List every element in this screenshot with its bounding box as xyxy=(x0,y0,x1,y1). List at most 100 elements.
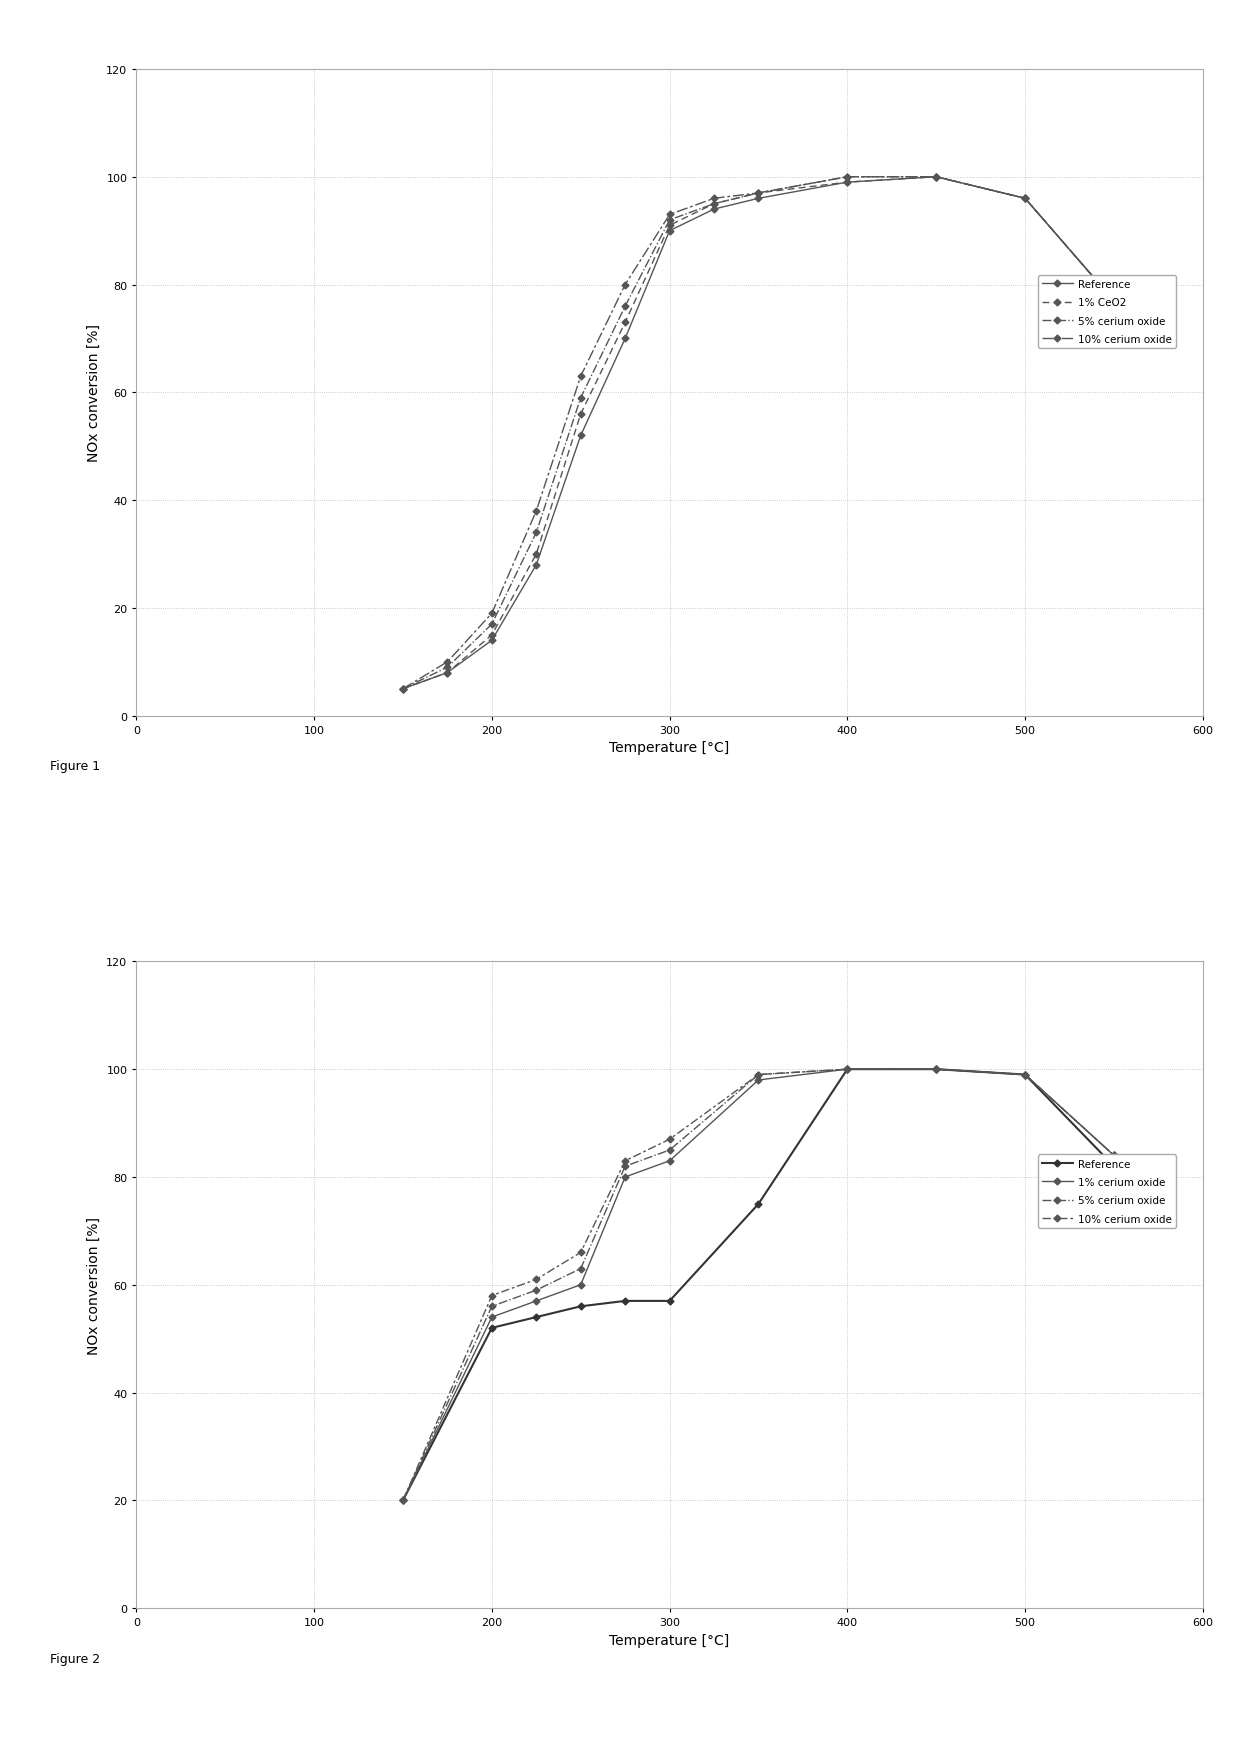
5% cerium oxide xyxy=(573,1259,588,1280)
Reference xyxy=(929,168,944,189)
1% cerium oxide xyxy=(662,1150,677,1171)
Reference xyxy=(528,554,543,575)
Reference xyxy=(618,329,632,350)
10% cerium oxide xyxy=(573,367,588,388)
Reference xyxy=(751,1194,766,1215)
5% cerium oxide xyxy=(573,388,588,409)
5% cerium oxide xyxy=(618,1155,632,1176)
Line: 10% cerium oxide: 10% cerium oxide xyxy=(401,1066,1116,1503)
5% cerium oxide xyxy=(1018,1065,1033,1086)
1% CeO2 xyxy=(396,678,410,699)
5% cerium oxide xyxy=(707,194,722,215)
10% cerium oxide xyxy=(396,678,410,699)
10% cerium oxide xyxy=(1106,290,1121,311)
10% cerium oxide xyxy=(839,168,854,189)
1% CeO2 xyxy=(1106,290,1121,311)
1% CeO2 xyxy=(573,404,588,425)
X-axis label: Temperature [°C]: Temperature [°C] xyxy=(610,741,729,755)
10% cerium oxide xyxy=(1018,1065,1033,1086)
10% cerium oxide xyxy=(396,1489,410,1510)
Reference xyxy=(707,199,722,220)
10% cerium oxide xyxy=(662,205,677,225)
10% cerium oxide xyxy=(707,189,722,210)
1% cerium oxide xyxy=(929,1059,944,1080)
5% cerium oxide xyxy=(839,168,854,189)
Line: 5% cerium oxide: 5% cerium oxide xyxy=(401,1066,1116,1503)
1% CeO2 xyxy=(751,184,766,205)
1% CeO2 xyxy=(528,544,543,565)
Reference xyxy=(485,631,500,652)
Reference xyxy=(573,427,588,447)
Reference xyxy=(573,1295,588,1316)
1% CeO2 xyxy=(839,173,854,194)
5% cerium oxide xyxy=(485,1295,500,1316)
5% cerium oxide xyxy=(1018,189,1033,210)
1% cerium oxide xyxy=(396,1489,410,1510)
Reference xyxy=(929,1059,944,1080)
1% cerium oxide xyxy=(1018,1065,1033,1086)
10% cerium oxide xyxy=(751,1065,766,1086)
Reference xyxy=(1018,189,1033,210)
5% cerium oxide xyxy=(528,1280,543,1301)
10% cerium oxide xyxy=(573,1243,588,1264)
Reference xyxy=(1106,290,1121,311)
10% cerium oxide xyxy=(1106,1145,1121,1166)
Y-axis label: NOx conversion [%]: NOx conversion [%] xyxy=(87,323,100,461)
Reference xyxy=(662,1290,677,1311)
1% cerium oxide xyxy=(618,1168,632,1189)
5% cerium oxide xyxy=(528,523,543,544)
1% cerium oxide xyxy=(751,1070,766,1091)
Text: Figure 1: Figure 1 xyxy=(50,760,99,773)
1% cerium oxide xyxy=(1106,1145,1121,1166)
Legend: Reference, 1% cerium oxide, 5% cerium oxide, 10% cerium oxide: Reference, 1% cerium oxide, 5% cerium ox… xyxy=(1038,1155,1177,1229)
Line: 1% CeO2: 1% CeO2 xyxy=(401,175,1116,692)
Legend: Reference, 1% CeO2, 5% cerium oxide, 10% cerium oxide: Reference, 1% CeO2, 5% cerium oxide, 10%… xyxy=(1038,276,1177,350)
5% cerium oxide xyxy=(751,184,766,205)
10% cerium oxide xyxy=(751,184,766,205)
Reference xyxy=(396,678,410,699)
Reference xyxy=(839,173,854,194)
Reference xyxy=(1018,1065,1033,1086)
10% cerium oxide xyxy=(929,168,944,189)
10% cerium oxide xyxy=(618,1150,632,1171)
10% cerium oxide xyxy=(1018,189,1033,210)
1% cerium oxide xyxy=(839,1059,854,1080)
1% CeO2 xyxy=(707,194,722,215)
Line: 5% cerium oxide: 5% cerium oxide xyxy=(401,175,1116,692)
1% cerium oxide xyxy=(573,1274,588,1295)
5% cerium oxide xyxy=(1106,1145,1121,1166)
10% cerium oxide xyxy=(440,652,455,673)
5% cerium oxide xyxy=(396,1489,410,1510)
Reference xyxy=(396,1489,410,1510)
10% cerium oxide xyxy=(528,1269,543,1290)
Reference xyxy=(618,1290,632,1311)
1% CeO2 xyxy=(485,626,500,647)
10% cerium oxide xyxy=(485,603,500,624)
1% cerium oxide xyxy=(528,1290,543,1311)
5% cerium oxide xyxy=(485,614,500,635)
Reference xyxy=(485,1318,500,1339)
1% CeO2 xyxy=(618,313,632,334)
10% cerium oxide xyxy=(485,1285,500,1306)
5% cerium oxide xyxy=(440,657,455,678)
X-axis label: Temperature [°C]: Temperature [°C] xyxy=(610,1633,729,1647)
Line: Reference: Reference xyxy=(401,1066,1116,1503)
Line: 1% cerium oxide: 1% cerium oxide xyxy=(401,1066,1116,1503)
1% CeO2 xyxy=(662,215,677,236)
1% cerium oxide xyxy=(485,1308,500,1328)
10% cerium oxide xyxy=(618,274,632,295)
5% cerium oxide xyxy=(929,168,944,189)
5% cerium oxide xyxy=(662,1140,677,1161)
Y-axis label: NOx conversion [%]: NOx conversion [%] xyxy=(87,1217,100,1355)
5% cerium oxide xyxy=(396,678,410,699)
1% CeO2 xyxy=(440,662,455,683)
10% cerium oxide xyxy=(839,1059,854,1080)
Reference xyxy=(528,1308,543,1328)
5% cerium oxide xyxy=(929,1059,944,1080)
5% cerium oxide xyxy=(618,297,632,318)
Line: 10% cerium oxide: 10% cerium oxide xyxy=(401,175,1116,692)
5% cerium oxide xyxy=(751,1065,766,1086)
1% CeO2 xyxy=(1018,189,1033,210)
5% cerium oxide xyxy=(662,210,677,231)
10% cerium oxide xyxy=(528,502,543,523)
